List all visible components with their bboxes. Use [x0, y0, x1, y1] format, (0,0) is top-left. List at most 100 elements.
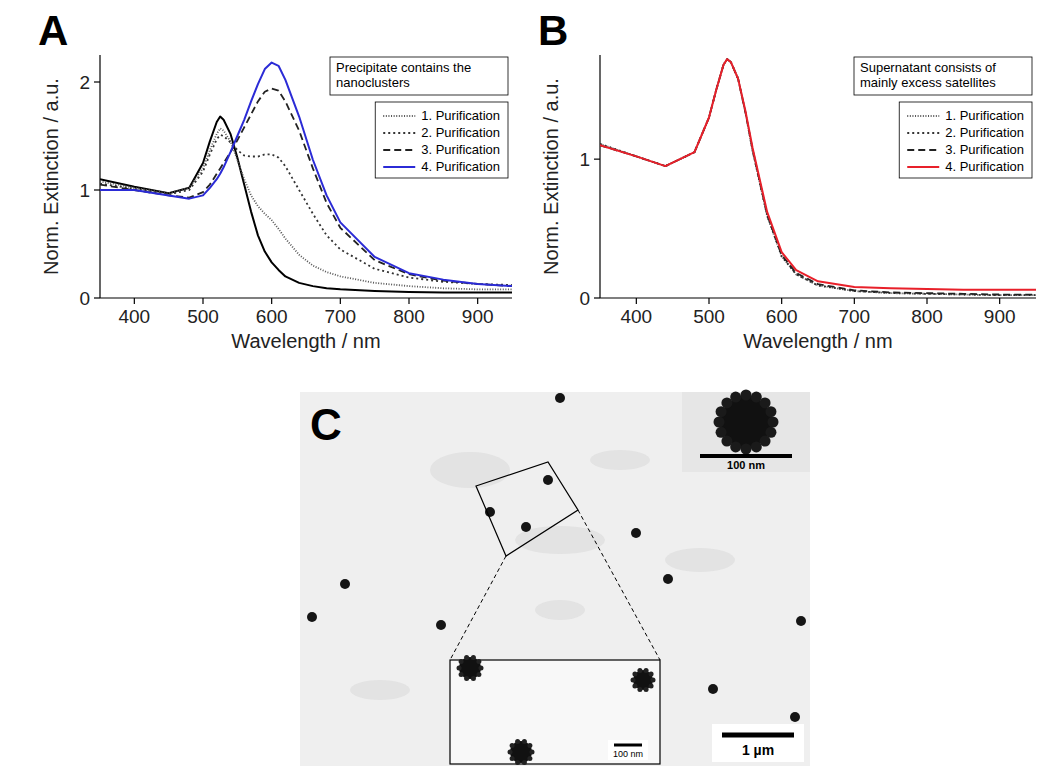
x-tick [408, 298, 409, 304]
tem-particle [340, 579, 350, 589]
satellite [515, 739, 520, 744]
satellite [527, 743, 532, 748]
legend-swatch [907, 149, 939, 151]
panel-letter: B [538, 7, 568, 54]
y-tick-label: 1 [579, 149, 590, 170]
legend-label: 4. Purification [945, 159, 1024, 174]
tem-particle [510, 741, 532, 763]
x-tick [636, 298, 637, 304]
legend-box [899, 102, 1032, 178]
satellite [765, 406, 776, 417]
satellite [741, 390, 752, 401]
satellite [632, 672, 637, 677]
panel-letter: A [38, 7, 68, 54]
zoom-frame [476, 462, 578, 556]
satellite [632, 683, 637, 688]
x-tick-label: 900 [984, 306, 1016, 327]
satellite [716, 427, 727, 438]
legend-label: 4. Purification [421, 159, 500, 174]
satellite [637, 687, 642, 692]
y-tick-label: 0 [579, 288, 590, 309]
y-tick-label: 1 [79, 180, 90, 201]
x-tick [926, 298, 927, 304]
x-axis-line [600, 297, 1036, 298]
tem-particle [796, 616, 806, 626]
x-tick [854, 298, 855, 304]
legend-swatch [383, 132, 415, 134]
tem-particle [790, 712, 800, 722]
satellite [527, 756, 532, 761]
tem-blot [350, 680, 410, 700]
legend-swatch [383, 149, 415, 151]
x-tick [134, 298, 135, 304]
series-line [100, 128, 512, 289]
x-tick-label: 500 [187, 306, 219, 327]
tem-blot [590, 450, 650, 470]
satellite [457, 666, 462, 671]
tem-particle [436, 620, 446, 630]
annotation-box [330, 57, 508, 95]
text-line: mainly excess satellites [860, 75, 996, 90]
scale-bar-label: 100 nm [727, 459, 765, 471]
legend-label: 2. Purification [945, 125, 1024, 140]
legend: 1. Purification2. Purification3. Purific… [375, 102, 508, 178]
scale-bar-ground [712, 724, 804, 762]
legend-swatch [907, 115, 939, 117]
x-tick-label: 900 [462, 306, 494, 327]
x-axis-line [100, 297, 512, 298]
x-tick [999, 298, 1000, 304]
tem-background [300, 392, 810, 766]
satellite [510, 743, 515, 748]
x-tick-label: 500 [693, 306, 725, 327]
satellite [651, 678, 656, 683]
scale-bar-label: 100 nm [613, 749, 643, 759]
panel-1: 40050060070080090001Wavelength / nmNorm.… [538, 7, 1036, 352]
satellite [459, 659, 464, 664]
satellite [476, 659, 481, 664]
satellite [730, 392, 741, 403]
y-tick-label: 0 [79, 288, 90, 309]
series-line [100, 63, 512, 287]
satellite [522, 739, 527, 744]
y-tick-label: 2 [79, 72, 90, 93]
x-tick [708, 298, 709, 304]
series-line [100, 88, 512, 286]
y-axis-line [599, 55, 600, 298]
legend-label: 3. Purification [945, 142, 1024, 157]
legend-label: 2. Purification [421, 125, 500, 140]
tem-blot [665, 548, 735, 572]
annotation: Precipitate contains thenanoclusters [330, 57, 508, 95]
tem-particle [555, 393, 565, 403]
y-tick [94, 81, 100, 82]
text-line: nanoclusters [336, 75, 410, 90]
y-tick [594, 159, 600, 160]
legend-box [375, 102, 508, 178]
annotation-text: Precipitate contains thenanoclusters [336, 60, 471, 90]
satellite [471, 655, 476, 660]
satellite [649, 672, 654, 677]
satellite [459, 672, 464, 677]
zoom-line [578, 510, 660, 660]
legend: 1. Purification2. Purification3. Purific… [899, 102, 1032, 178]
satellite [637, 668, 642, 673]
scale-bar-ground [608, 740, 648, 760]
x-tick-label: 700 [838, 306, 870, 327]
scale-bar [614, 744, 642, 747]
text-line: Precipitate contains the [336, 60, 471, 75]
tem-particle [459, 657, 481, 679]
x-tick-label: 600 [256, 306, 288, 327]
satellite [464, 676, 469, 681]
satellite [479, 666, 484, 671]
x-tick [477, 298, 478, 304]
satellite [741, 444, 752, 455]
x-tick [271, 298, 272, 304]
zoom-inset [450, 660, 660, 764]
x-tick [781, 298, 782, 304]
x-tick-label: 600 [766, 306, 798, 327]
x-tick [340, 298, 341, 304]
satellite [508, 750, 513, 755]
tem-image: 100 nm100 nm1 µmC [300, 390, 810, 767]
scale-bar [722, 733, 794, 738]
x-tick-label: 400 [620, 306, 652, 327]
satellite [631, 678, 636, 683]
